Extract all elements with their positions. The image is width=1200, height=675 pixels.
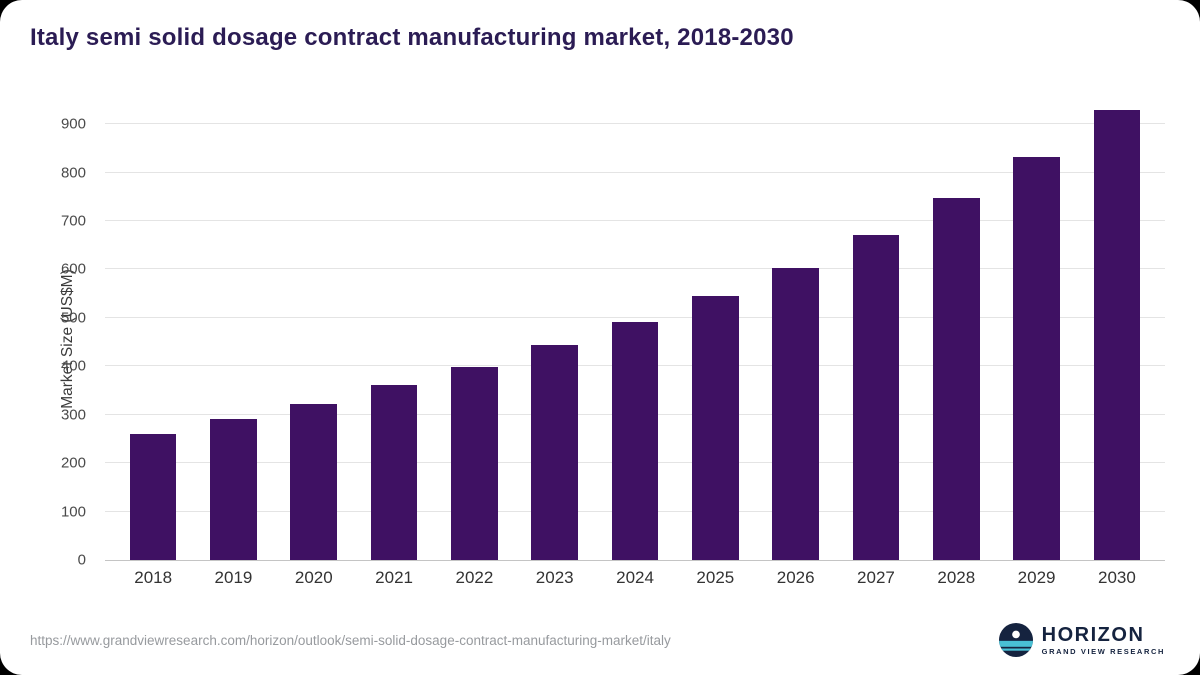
x-tick-label-2030: 2030 <box>1097 568 1136 587</box>
x-tick-label-2019: 2019 <box>214 568 253 587</box>
y-tick-label-700: 700 <box>60 212 86 230</box>
bar-slot-2025 <box>675 100 755 560</box>
gridline-700 <box>105 220 1165 222</box>
logo-title: HORIZON <box>1041 623 1145 646</box>
x-tick-label-2018: 2018 <box>134 568 173 587</box>
bar-2025 <box>692 295 739 560</box>
footer: https://www.grandviewresearch.com/horizo… <box>30 623 1165 657</box>
x-tick-label-2027: 2027 <box>857 568 895 587</box>
bar-2027 <box>852 235 900 560</box>
x-tick-label-2022: 2022 <box>455 568 494 587</box>
x-axis-labels: 2018 2019 2020 2021 2022 2023 2024 2025 2026 2027… <box>105 568 1165 588</box>
bar-2021 <box>370 385 418 560</box>
logo-text: HORIZON GRAND VIEW RESEARCH <box>1042 625 1165 656</box>
y-tick-label-500: 500 <box>60 309 86 327</box>
gridline-600 <box>105 268 1165 270</box>
chart-title: Italy semi solid dosage contract manufac… <box>30 24 794 51</box>
bar-2018 <box>129 434 177 560</box>
bar-slot-2027 <box>836 100 916 560</box>
bar-2019 <box>210 419 257 560</box>
bar-2029 <box>1013 156 1060 560</box>
horizon-logo-icon <box>998 623 1033 657</box>
bar-2030 <box>1093 110 1141 560</box>
bars-group <box>105 100 1165 560</box>
x-tick-label-2021: 2021 <box>375 568 413 587</box>
y-tick-label-300: 300 <box>60 406 86 424</box>
bar-slot-2021 <box>354 100 434 560</box>
bar-slot-2018 <box>113 100 193 560</box>
x-tick-label-2024: 2024 <box>616 568 654 587</box>
bar-2026 <box>772 267 819 560</box>
y-tick-label-100: 100 <box>60 503 86 521</box>
x-tick-label-2025: 2025 <box>696 568 735 587</box>
bar-slot-2023 <box>515 100 595 560</box>
gridline-800 <box>105 171 1165 173</box>
y-tick-label-800: 800 <box>60 164 86 182</box>
bar-slot-2020 <box>274 100 354 560</box>
plot-area <box>105 100 1165 561</box>
y-tick-label-200: 200 <box>60 454 86 472</box>
bar-chart: Market Size (US$M) 0 100 200 300 400 500 600 70… <box>30 100 1165 600</box>
bar-2023 <box>531 345 578 560</box>
bar-slot-2029 <box>996 100 1076 560</box>
bar-slot-2028 <box>916 100 996 560</box>
bar-2028 <box>932 197 980 560</box>
bar-slot-2024 <box>595 100 675 560</box>
x-tick-label-2029: 2029 <box>1017 568 1056 587</box>
x-tick-label-2028: 2028 <box>937 568 976 587</box>
bar-2022 <box>451 367 498 560</box>
bar-slot-2019 <box>193 100 273 560</box>
bar-2020 <box>290 404 338 560</box>
logo-subtitle: GRAND VIEW RESEARCH <box>1041 646 1165 656</box>
x-tick-label-2026: 2026 <box>776 568 815 587</box>
y-tick-label-900: 900 <box>60 115 86 133</box>
source-url: https://www.grandviewresearch.com/horizo… <box>30 632 671 648</box>
bar-slot-2022 <box>434 100 514 560</box>
y-tick-label-0: 0 <box>77 551 86 569</box>
bar-slot-2030 <box>1077 100 1157 560</box>
x-tick-label-2023: 2023 <box>535 568 574 587</box>
gridline-900 <box>105 123 1165 125</box>
bar-2024 <box>611 321 659 560</box>
y-axis-ticks: 0 100 200 300 400 500 600 700 800 900 <box>30 100 98 569</box>
horizon-logo: HORIZON GRAND VIEW RESEARCH <box>998 623 1165 657</box>
bar-slot-2026 <box>756 100 836 560</box>
x-tick-label-2020: 2020 <box>294 568 333 587</box>
y-tick-label-600: 600 <box>60 260 86 278</box>
gridline-500 <box>105 316 1165 318</box>
y-tick-label-400: 400 <box>60 357 86 375</box>
